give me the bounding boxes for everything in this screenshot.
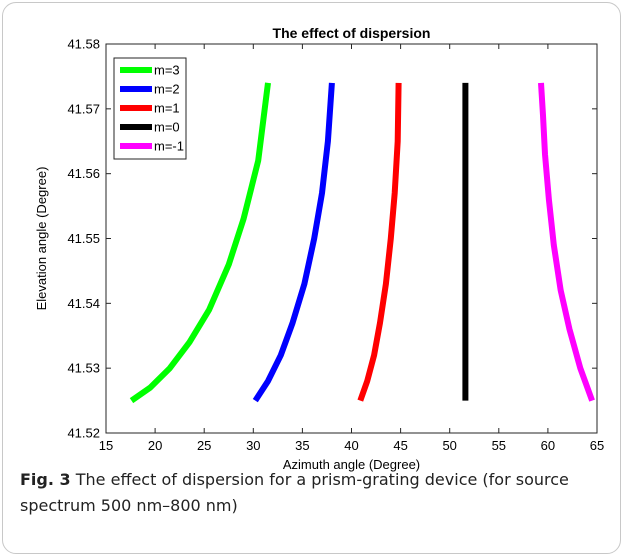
y-tick-label: 41.57 [67,101,100,116]
x-tick-label: 55 [492,438,506,453]
legend-label-3: m=0 [154,120,180,135]
legend-label-2: m=1 [154,101,180,116]
x-tick-label: 35 [295,438,309,453]
chart-title: The effect of dispersion [273,25,431,41]
y-tick-label: 41.52 [67,426,100,441]
plot-area [105,43,598,434]
x-tick-label: 40 [344,438,358,453]
y-tick-label: 41.55 [67,231,100,246]
x-tick-label: 25 [197,438,211,453]
figure-caption-text: The effect of dispersion for a prism-gra… [20,470,569,515]
series-line-0 [129,82,271,404]
figure-label: Fig. 3 [20,470,71,489]
figure-caption: Fig. 3 The effect of dispersion for a pr… [20,467,610,519]
series-line-4 [538,82,595,402]
y-axis-label: Elevation angle (Degree) [34,167,49,311]
x-axis-label: Azimuth angle (Degree) [283,457,420,472]
legend-label-1: m=2 [154,82,180,97]
x-tick-label: 50 [442,438,456,453]
series-line-2 [357,82,402,402]
legend-label-4: m=-1 [154,139,184,154]
y-tick-label: 41.53 [67,361,100,376]
x-tick-label: 65 [590,438,604,453]
x-tick-label: 20 [148,438,162,453]
y-tick-label: 41.56 [67,166,100,181]
y-tick-label: 41.54 [67,296,100,311]
y-tick-label: 41.58 [67,37,100,52]
x-tick-label: 15 [99,438,113,453]
x-tick-label: 30 [246,438,260,453]
x-tick-label: 60 [541,438,555,453]
series-line-1 [252,82,335,403]
legend-label-0: m=3 [154,63,180,78]
x-tick-label: 45 [393,438,407,453]
